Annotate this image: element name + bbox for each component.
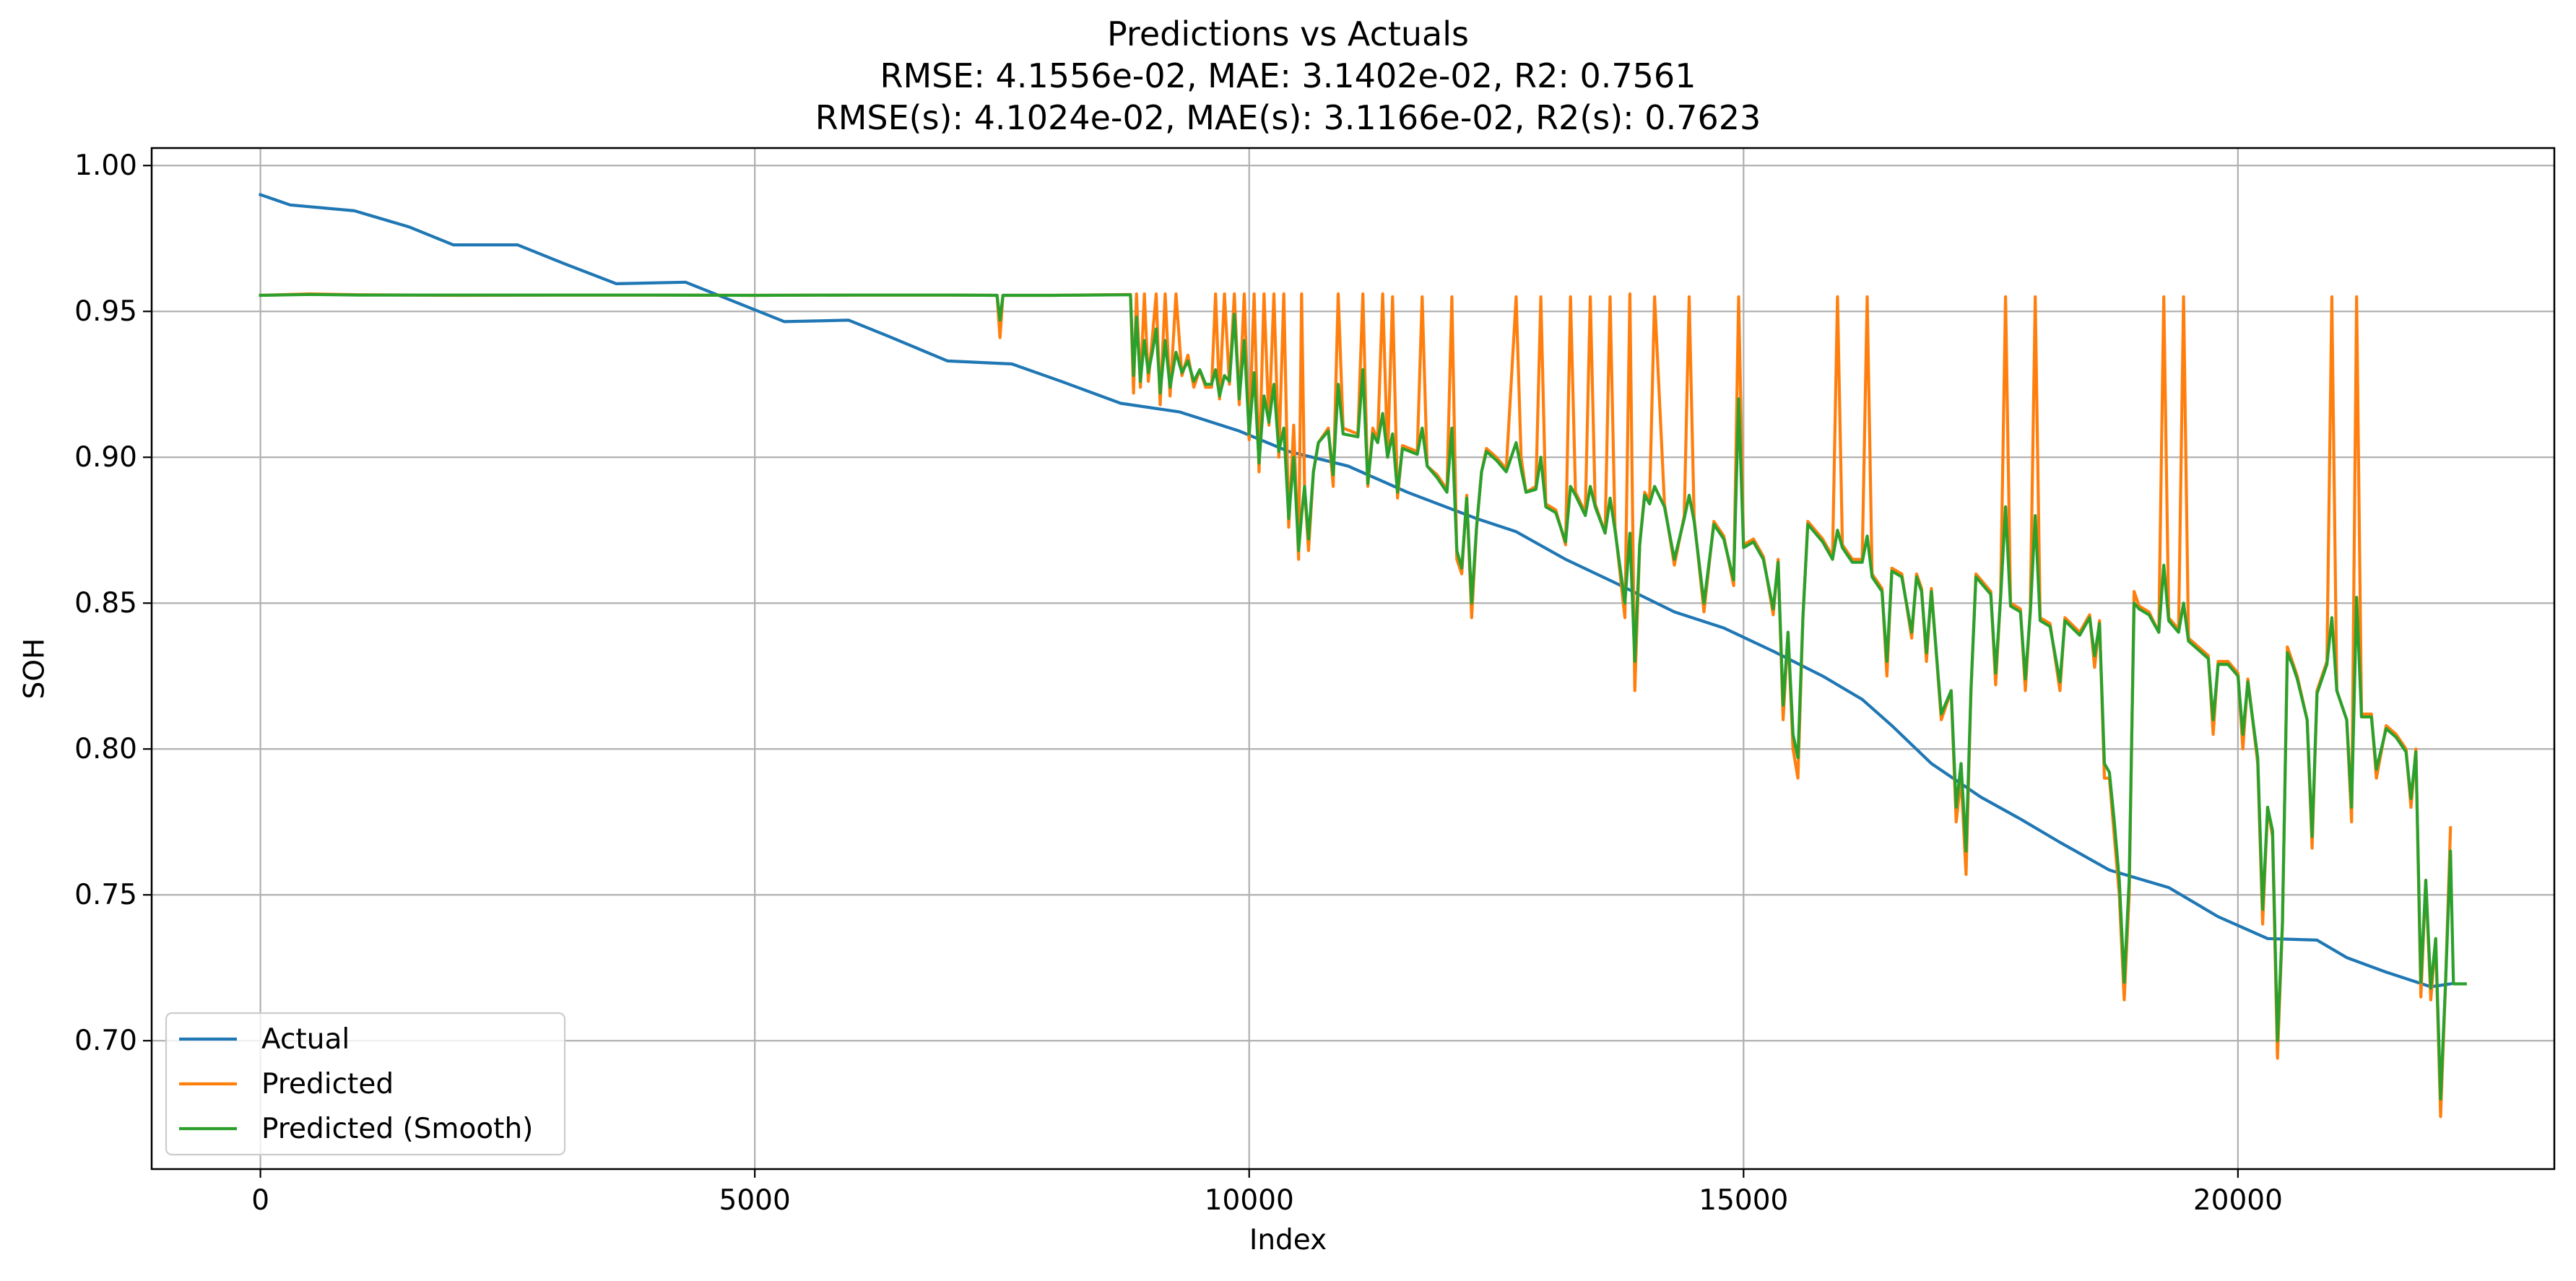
axis-ticks: 0 5000 10000 15000 20000 0.70 0.75 0.80 0.85 0.90…	[74, 149, 2283, 1217]
series-line-actual	[258, 192, 2453, 989]
series-lines	[258, 192, 2467, 1119]
plot-frame	[150, 147, 2556, 1171]
legend: Actual Predicted Predicted (Smooth)	[165, 1012, 566, 1156]
grid-lines	[152, 148, 2554, 1169]
x-axis-label: Index	[1249, 1224, 1327, 1256]
y-axis-label: SOH	[18, 638, 51, 700]
chart-subtitle-2: RMSE(s): 4.1024e-02, MAE(s): 3.1166e-02,…	[815, 98, 1761, 137]
y-tick-label: 0.95	[74, 295, 137, 328]
x-tick-label: 10000	[1205, 1184, 1294, 1217]
legend-label: Predicted (Smooth)	[261, 1113, 533, 1145]
x-tick-label: 0	[251, 1184, 269, 1217]
chart-subtitle-1: RMSE: 4.1556e-02, MAE: 3.1402e-02, R2: 0…	[880, 56, 1696, 95]
y-tick-label: 0.85	[74, 587, 137, 620]
y-tick-label: 0.70	[74, 1025, 137, 1057]
series-line-predicted-smooth	[259, 292, 2467, 1101]
x-tick-label: 15000	[1699, 1184, 1788, 1217]
y-tick-label: 0.80	[74, 733, 137, 765]
y-tick-label: 0.90	[74, 441, 137, 474]
legend-box	[165, 1012, 566, 1156]
legend-label: Actual	[261, 1023, 350, 1056]
chart-title: Predictions vs Actuals	[1107, 14, 1469, 53]
y-tick-label: 1.00	[74, 149, 137, 182]
legend-label: Predicted	[261, 1068, 394, 1100]
x-tick-label: 5000	[719, 1184, 791, 1217]
y-tick-label: 0.75	[74, 879, 137, 911]
x-tick-label: 20000	[2193, 1184, 2283, 1217]
series-line-predicted	[259, 292, 2453, 1119]
